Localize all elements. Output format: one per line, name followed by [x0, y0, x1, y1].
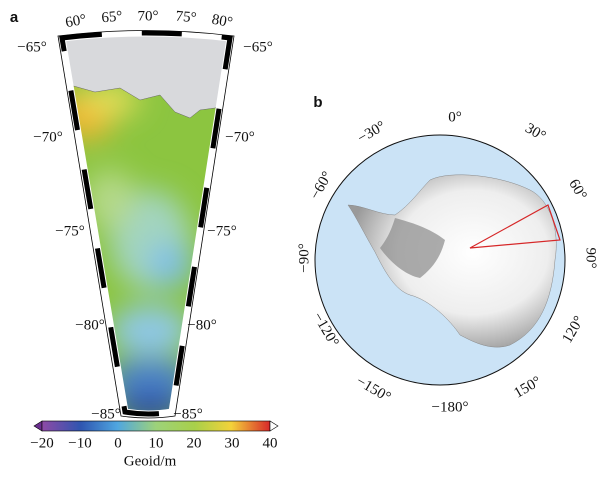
longitude-label: 60° — [565, 177, 589, 203]
latitude-label: −80° — [187, 317, 216, 333]
latitude-label: −85° — [91, 406, 120, 422]
colorbar-title: Geoid/m — [124, 453, 177, 469]
longitude-label: −150° — [353, 373, 393, 405]
longitude-label: 30° — [522, 120, 548, 144]
longitude-label: 120° — [559, 313, 587, 346]
longitude-label: 75° — [175, 9, 197, 27]
figure: a Geoid/m b 60° 65° 70° 75° 80° −65° −70° −75° −… — [0, 0, 607, 501]
longitude-label: 150° — [511, 373, 544, 401]
longitude-label: 65° — [101, 9, 123, 27]
panel-label: b — [313, 94, 322, 111]
longitude-label: 60° — [64, 12, 87, 31]
longitude-label: 80° — [210, 12, 233, 31]
colorbar-tick-label: 10 — [149, 435, 164, 451]
colorbar-end — [270, 421, 278, 431]
colorbar-tick-label: 20 — [187, 435, 202, 451]
latitude-label: −75° — [207, 223, 236, 239]
colorbar — [42, 421, 270, 431]
colorbar-tick-label: −10 — [68, 435, 91, 451]
colorbar-tick-label: 30 — [225, 435, 240, 451]
latitude-label: −75° — [55, 223, 84, 239]
longitude-label: −180° — [432, 399, 469, 415]
latitude-label: −85° — [173, 406, 202, 422]
colorbar-tick-label: −20 — [30, 435, 53, 451]
longitude-label: 0° — [448, 109, 462, 125]
longitude-label: −30° — [355, 118, 389, 147]
latitude-label: −70° — [33, 129, 62, 145]
latitude-label: −65° — [243, 39, 272, 55]
panel-label: a — [10, 9, 19, 26]
colorbar-tick-label: 40 — [263, 435, 278, 451]
longitude-label: 70° — [138, 8, 159, 24]
latitude-label: −65° — [17, 39, 46, 55]
latitude-label: −80° — [75, 317, 104, 333]
longitude-label: −90° — [296, 243, 312, 272]
latitude-label: −70° — [225, 129, 254, 145]
colorbar-end — [34, 421, 42, 431]
colorbar-tick-label: 0 — [114, 435, 122, 451]
longitude-label: 90° — [583, 248, 599, 269]
